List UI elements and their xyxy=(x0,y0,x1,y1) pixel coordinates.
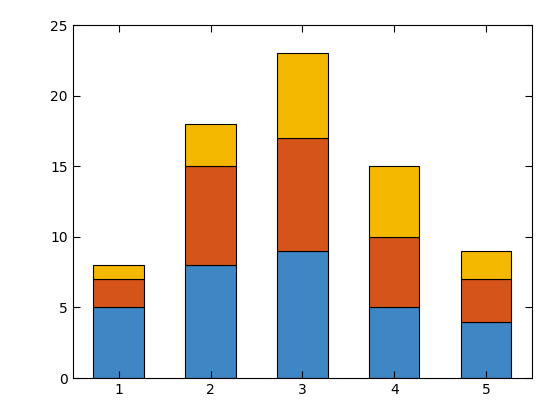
Bar xyxy=(461,251,511,279)
Bar xyxy=(369,237,419,307)
Bar xyxy=(277,251,328,378)
Bar xyxy=(185,265,236,378)
Bar xyxy=(369,307,419,378)
Bar xyxy=(185,166,236,265)
Bar xyxy=(94,307,144,378)
Bar xyxy=(94,265,144,279)
Bar xyxy=(461,322,511,378)
Bar xyxy=(369,166,419,237)
Bar xyxy=(185,124,236,166)
Bar xyxy=(94,279,144,307)
Bar xyxy=(277,138,328,251)
Bar xyxy=(277,53,328,138)
Bar xyxy=(461,279,511,322)
